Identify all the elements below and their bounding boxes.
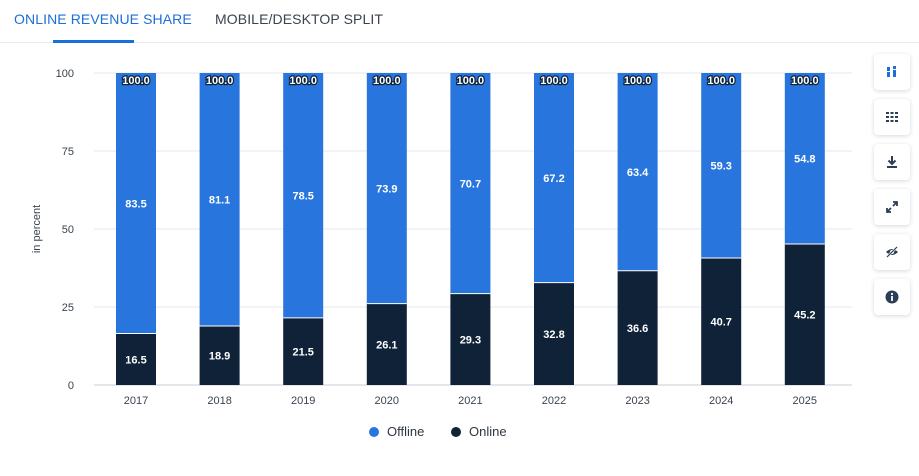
data-label-offline: 83.5 xyxy=(125,198,146,210)
total-label: 100.0 xyxy=(373,75,401,87)
bar-offline xyxy=(784,73,825,244)
legend-dot-offline xyxy=(369,426,379,437)
legend-label-online: Online xyxy=(469,424,507,439)
x-tick-label: 2022 xyxy=(542,395,566,407)
data-label-online: 29.3 xyxy=(460,334,481,346)
x-tick-label: 2025 xyxy=(793,395,817,407)
bar-online xyxy=(283,317,324,385)
bar-chart-icon xyxy=(887,66,896,77)
total-label: 100.0 xyxy=(457,75,485,87)
bar-offline xyxy=(199,73,240,327)
tab-online-revenue-share[interactable]: ONLINE REVENUE SHARE xyxy=(14,11,192,27)
y-axis-label: in percent xyxy=(31,205,43,253)
download-button[interactable] xyxy=(874,144,910,180)
y-tick-label: 50 xyxy=(62,224,74,236)
total-label: 100.0 xyxy=(707,75,735,87)
bar-offline xyxy=(534,73,574,283)
data-label-offline: 54.8 xyxy=(794,153,815,165)
bar-online xyxy=(784,243,825,385)
tab-bar: ONLINE REVENUE SHARE MOBILE/DESKTOP SPLI… xyxy=(0,0,919,43)
total-label: 100.0 xyxy=(791,75,819,87)
data-label-offline: 59.3 xyxy=(710,161,731,173)
x-tick-label: 2019 xyxy=(291,395,315,407)
active-tab-indicator xyxy=(53,40,134,43)
x-tick-label: 2017 xyxy=(124,395,148,407)
bar-offline xyxy=(116,73,156,334)
bar-online xyxy=(366,303,407,385)
table-view-button[interactable] xyxy=(874,99,910,135)
y-tick-label: 100 xyxy=(56,68,74,80)
data-label-online: 18.9 xyxy=(209,351,230,363)
bar-online xyxy=(534,282,574,385)
data-label-online: 32.8 xyxy=(543,329,564,341)
total-label: 100.0 xyxy=(289,75,317,87)
legend-label-offline: Offline xyxy=(387,424,425,439)
bar-online xyxy=(199,326,240,385)
info-icon xyxy=(885,290,899,304)
total-label: 100.0 xyxy=(624,75,652,87)
fullscreen-icon xyxy=(886,201,898,213)
data-label-online: 45.2 xyxy=(794,309,815,321)
chart-toolbar xyxy=(874,54,910,324)
total-label: 100.0 xyxy=(540,75,568,87)
hide-button[interactable] xyxy=(874,234,910,270)
data-label-online: 16.5 xyxy=(125,354,146,366)
info-button[interactable] xyxy=(874,279,910,315)
legend-item-offline[interactable]: Offline xyxy=(369,424,424,439)
total-label: 100.0 xyxy=(206,75,234,87)
bar-online xyxy=(450,293,491,385)
x-tick-label: 2021 xyxy=(458,395,482,407)
y-tick-label: 75 xyxy=(62,146,74,158)
table-icon xyxy=(886,112,898,122)
data-label-offline: 81.1 xyxy=(209,195,230,207)
data-label-offline: 67.2 xyxy=(543,173,564,185)
chart-view-button[interactable] xyxy=(874,54,910,90)
bar-offline xyxy=(283,73,324,318)
data-label-online: 21.5 xyxy=(292,346,313,358)
data-label-online: 36.6 xyxy=(627,323,648,335)
bar-online xyxy=(617,270,658,385)
stacked-bar-chart: 0 25 50 75 100 in percent 16.5 83.5 100.0 2017 18.… xyxy=(31,68,852,407)
bar-online xyxy=(116,333,156,385)
y-tick-label: 0 xyxy=(68,380,74,392)
tab-mobile-desktop-split[interactable]: MOBILE/DESKTOP SPLIT xyxy=(215,11,383,27)
x-tick-label: 2020 xyxy=(375,395,399,407)
download-icon xyxy=(887,156,897,168)
bar-offline xyxy=(450,73,491,294)
y-tick-label: 25 xyxy=(62,302,74,314)
data-label-online: 40.7 xyxy=(710,317,731,329)
data-label-online: 26.1 xyxy=(376,339,397,351)
bar-offline xyxy=(617,73,658,271)
chart-legend: Offline Online xyxy=(0,424,880,442)
total-label: 100.0 xyxy=(122,75,150,87)
x-tick-label: 2023 xyxy=(625,395,649,407)
legend-item-online[interactable]: Online xyxy=(451,424,507,439)
fullscreen-button[interactable] xyxy=(874,189,910,225)
legend-dot-online xyxy=(451,426,461,437)
data-label-offline: 78.5 xyxy=(292,190,313,202)
data-label-offline: 73.9 xyxy=(376,183,397,195)
bar-offline xyxy=(701,73,742,259)
bar-offline xyxy=(366,73,407,304)
data-label-offline: 63.4 xyxy=(627,167,649,179)
x-tick-label: 2024 xyxy=(709,395,733,407)
hide-icon xyxy=(886,246,898,258)
bar-online xyxy=(701,258,742,385)
x-tick-label: 2018 xyxy=(207,395,231,407)
data-label-offline: 70.7 xyxy=(460,178,481,190)
